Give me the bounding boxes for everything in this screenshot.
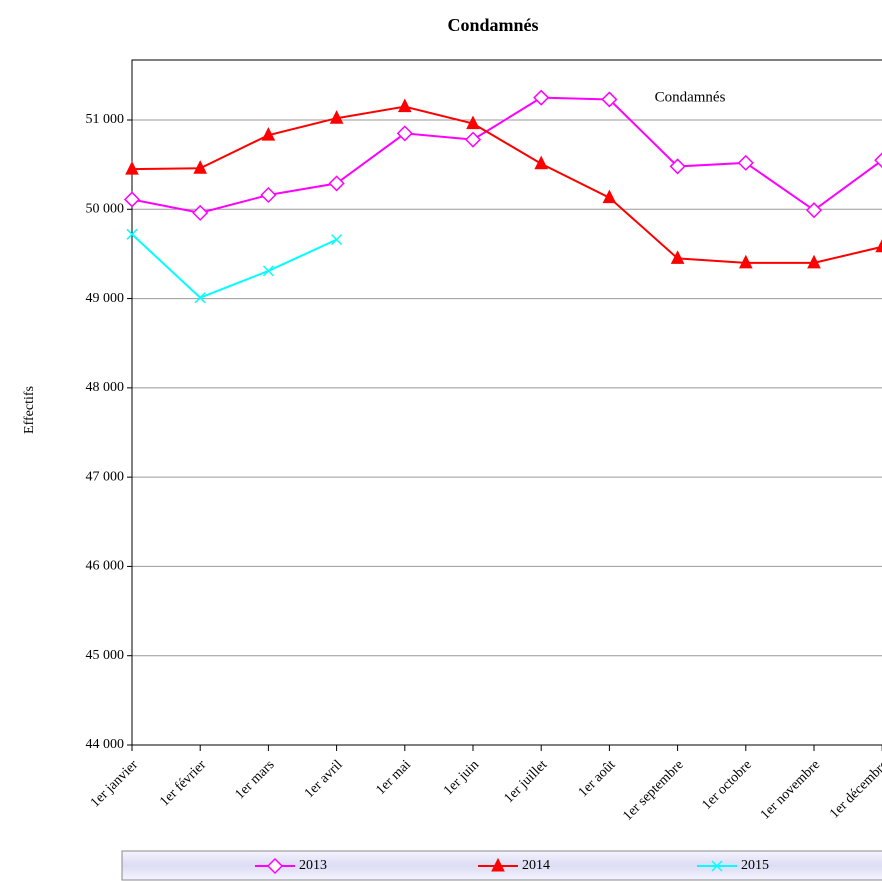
y-tick-label: 46 000 bbox=[86, 559, 125, 574]
marker bbox=[466, 115, 480, 130]
marker bbox=[807, 254, 821, 269]
series-line bbox=[131, 233, 338, 299]
marker bbox=[192, 204, 209, 221]
marker bbox=[260, 186, 277, 204]
marker bbox=[328, 175, 345, 192]
legend-item: 2013 bbox=[255, 857, 327, 875]
marker bbox=[601, 91, 618, 108]
marker bbox=[125, 160, 139, 175]
y-axis-label: Effectifs bbox=[22, 386, 37, 434]
y-tick-label: 44 000 bbox=[86, 737, 125, 752]
marker bbox=[194, 292, 206, 304]
marker bbox=[711, 860, 723, 872]
x-tick-label: 1er mars bbox=[233, 757, 278, 802]
marker bbox=[262, 265, 274, 277]
y-tick-label: 51 000 bbox=[86, 112, 125, 127]
x-tick-label: 1er avril bbox=[302, 757, 346, 801]
marker bbox=[491, 857, 505, 872]
marker bbox=[396, 125, 413, 142]
legend-label: 2015 bbox=[741, 858, 769, 873]
legend-label: 2013 bbox=[299, 858, 327, 873]
series-line bbox=[131, 96, 882, 214]
marker bbox=[331, 234, 343, 246]
x-tick-label: 1er octobre bbox=[699, 757, 754, 812]
legend-item: 2014 bbox=[478, 857, 550, 873]
series-line bbox=[131, 105, 882, 264]
x-tick-label: 1er août bbox=[576, 757, 619, 800]
marker bbox=[397, 98, 412, 113]
x-tick-label: 1er janvier bbox=[88, 757, 141, 810]
y-tick-label: 48 000 bbox=[86, 380, 125, 395]
y-tick-label: 45 000 bbox=[86, 648, 125, 663]
marker bbox=[805, 202, 823, 219]
marker bbox=[875, 239, 882, 253]
x-tick-label: 1er mai bbox=[373, 757, 414, 798]
marker bbox=[533, 89, 550, 106]
marker bbox=[670, 250, 685, 264]
chart-title: Condamnés bbox=[447, 15, 538, 35]
marker bbox=[737, 154, 754, 171]
x-tick-label: 1er juillet bbox=[501, 757, 550, 806]
marker bbox=[669, 158, 686, 175]
marker bbox=[602, 189, 617, 204]
marker bbox=[193, 160, 208, 174]
annotation: Condamnés bbox=[655, 89, 726, 105]
x-tick-label: 1er juin bbox=[441, 757, 482, 798]
marker bbox=[738, 254, 753, 269]
y-tick-label: 49 000 bbox=[86, 291, 125, 306]
marker bbox=[261, 127, 276, 141]
y-tick-label: 47 000 bbox=[86, 469, 125, 484]
marker bbox=[534, 155, 549, 170]
y-tick-label: 50 000 bbox=[86, 202, 125, 217]
marker bbox=[266, 857, 284, 875]
marker bbox=[126, 228, 138, 240]
marker bbox=[874, 152, 882, 169]
plot-frame bbox=[131, 59, 882, 746]
legend-label: 2014 bbox=[522, 858, 550, 873]
x-tick-label: 1er septembre bbox=[620, 757, 686, 823]
marker bbox=[329, 110, 344, 124]
x-tick-label: 1er novembre bbox=[758, 757, 823, 822]
x-tick-label: 1er décembre bbox=[827, 757, 882, 821]
marker bbox=[464, 131, 482, 148]
marker bbox=[123, 191, 141, 208]
legend-item: 2015 bbox=[697, 858, 769, 873]
x-tick-label: 1er février bbox=[157, 757, 209, 809]
